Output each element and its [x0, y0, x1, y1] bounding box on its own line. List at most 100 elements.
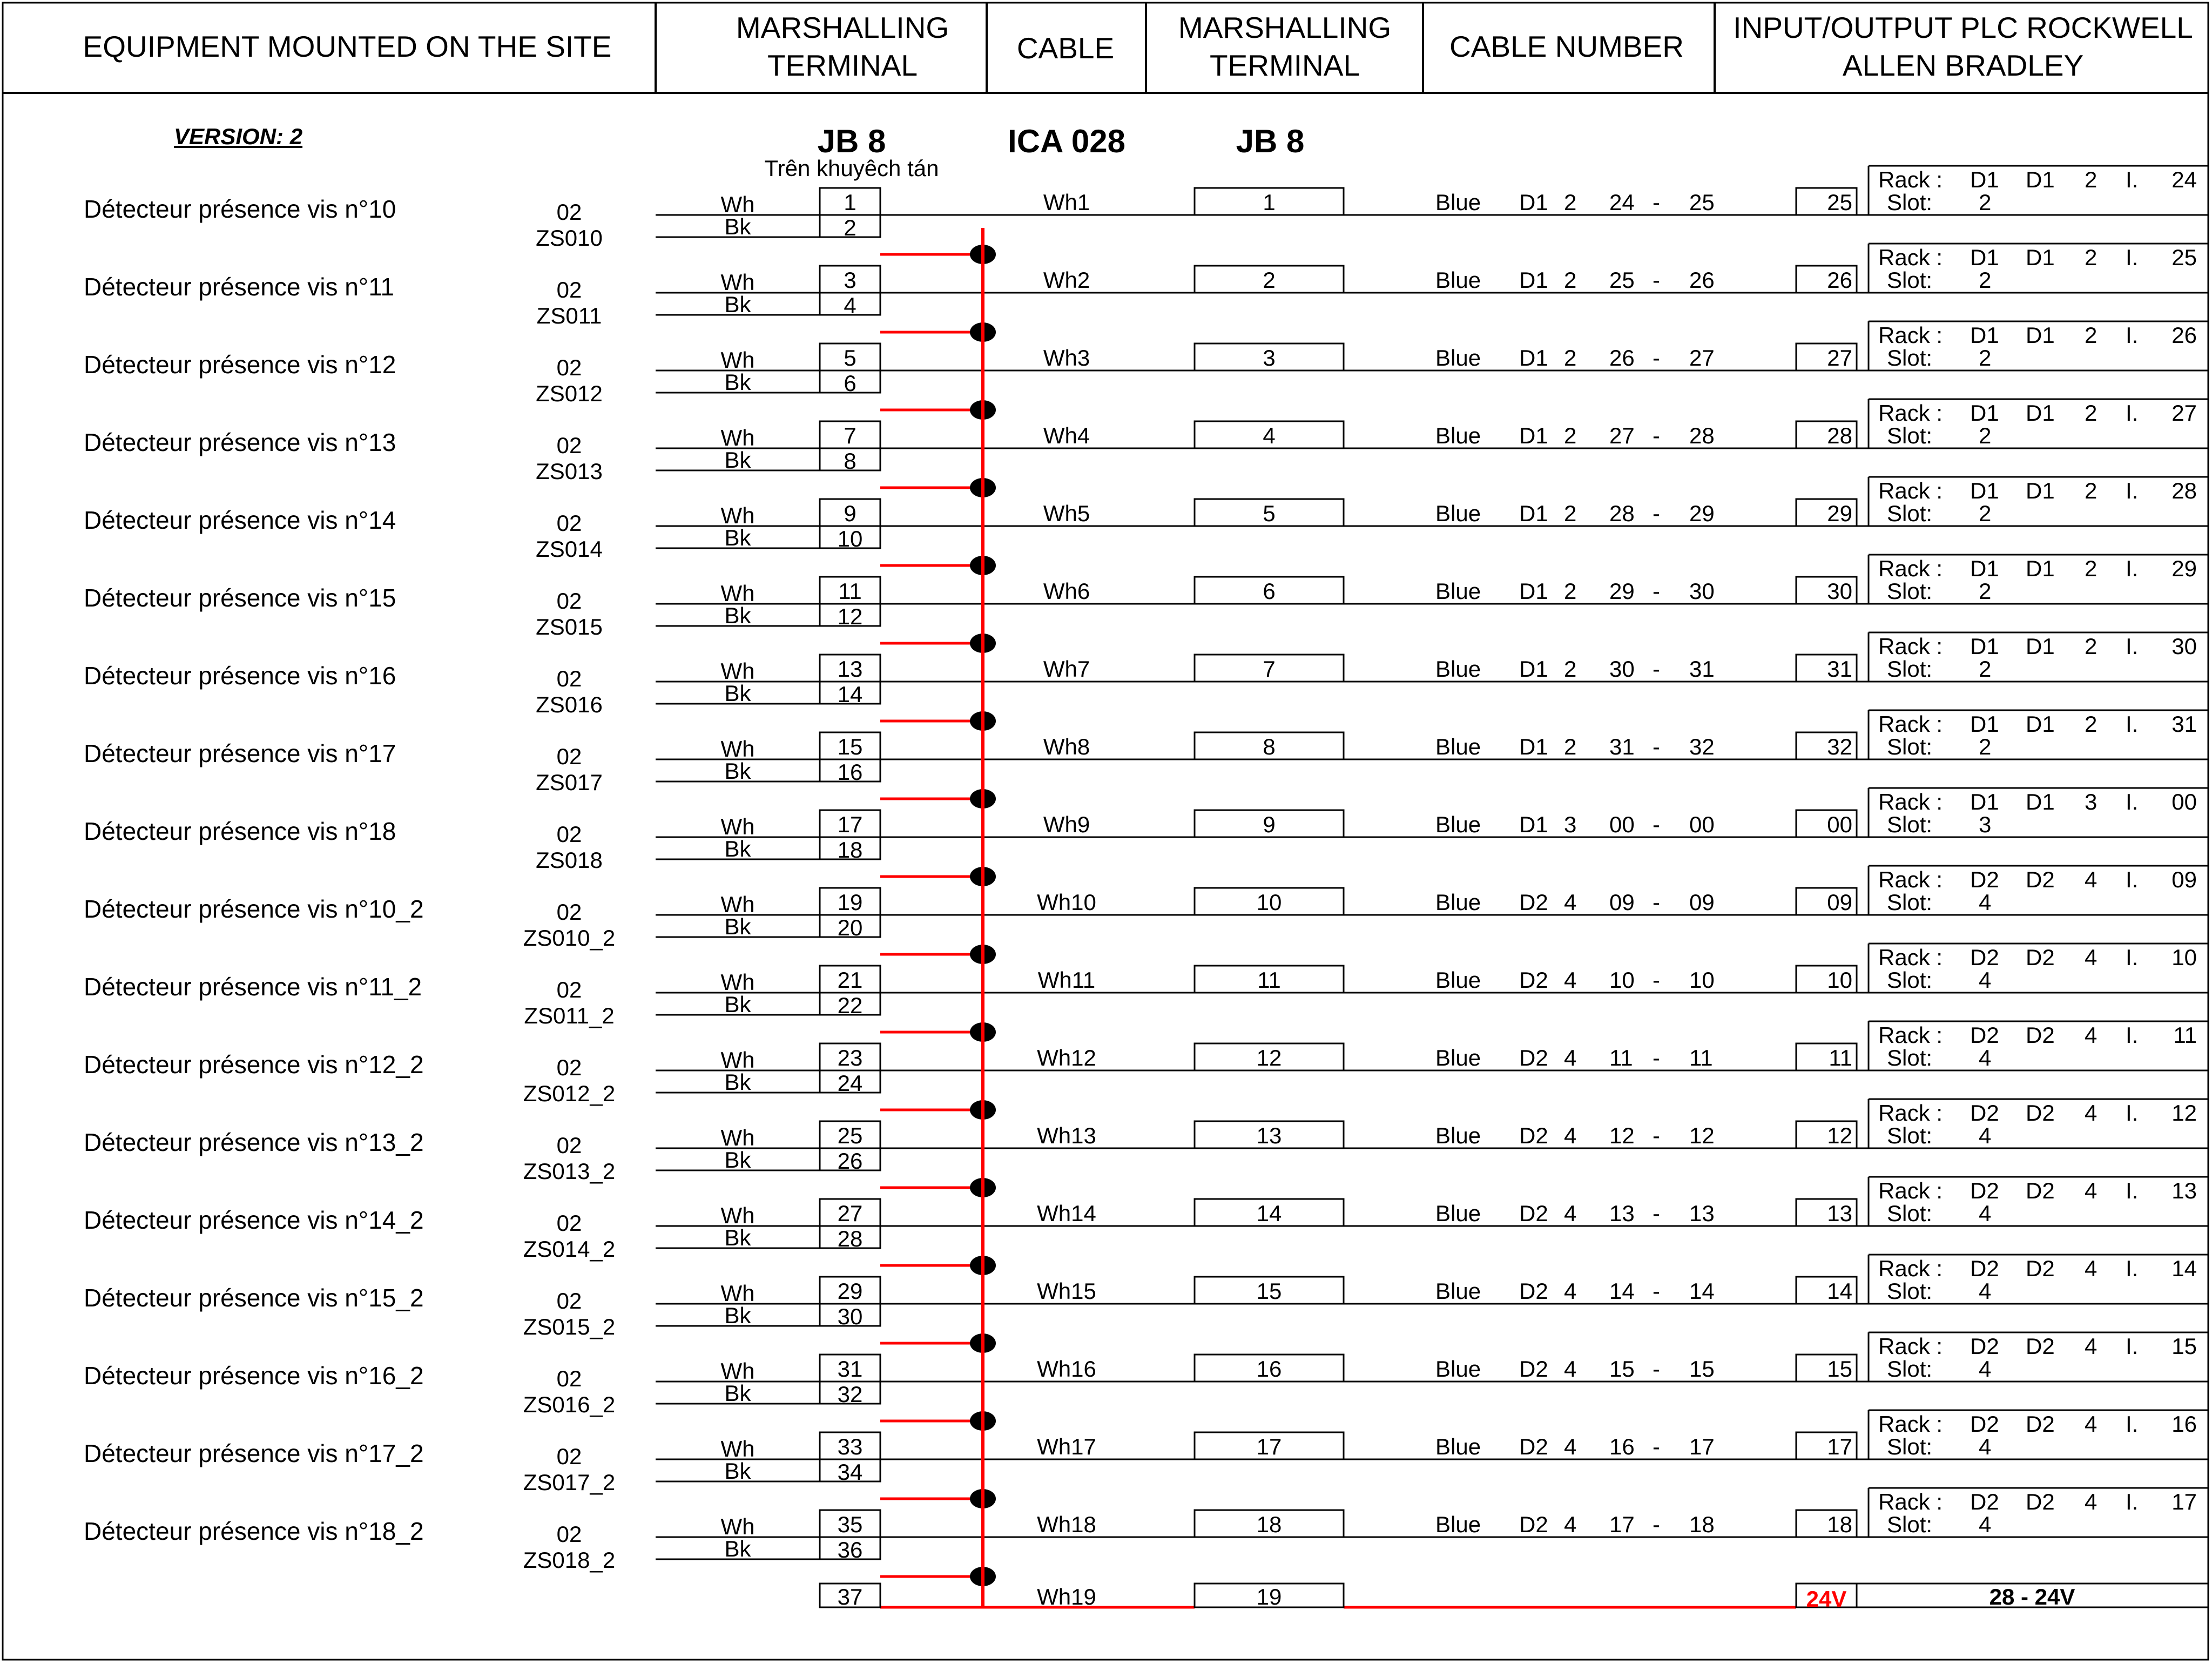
cable-number-part: D2: [1519, 1201, 1548, 1226]
rack-label-part: I.: [2126, 634, 2139, 659]
equipment-description: Détecteur présence vis n°15: [84, 584, 396, 612]
wire-label-white: Wh: [720, 969, 755, 995]
rack-label-part: D1: [2026, 556, 2055, 581]
cable-number-part: 17: [1609, 1512, 1635, 1537]
slot-label: Slot:: [1887, 190, 1933, 215]
slot-label: Slot:: [1887, 423, 1933, 448]
equipment-description: Détecteur présence vis n°17_2: [84, 1439, 424, 1467]
cable-number-part: 14: [1689, 1278, 1715, 1304]
cable-core-label: Wh4: [1043, 423, 1090, 448]
plc-io-number: 28: [1827, 423, 1852, 448]
slot-label: Slot:: [1887, 734, 1933, 759]
terminal-number: 17: [837, 812, 863, 837]
wire-label-white: Wh: [720, 192, 755, 217]
header-marshalling-terminal-1: MARSHALLING TERMINAL: [736, 9, 949, 84]
terminal-number: 5: [844, 345, 857, 370]
cable-core-label: Wh5: [1043, 501, 1090, 526]
cable-number-part: -: [1653, 1201, 1660, 1226]
cable-number-part: 26: [1689, 267, 1715, 293]
cable-number-part: 2: [1564, 423, 1577, 448]
cable-number-part: 4: [1564, 1278, 1577, 1304]
rack-label-part: D1: [1970, 634, 1999, 659]
terminal-number: 2: [844, 215, 857, 240]
cable-number-part: 25: [1609, 267, 1635, 293]
rack-label-part: I.: [2126, 1489, 2139, 1514]
cable-number-part: D2: [1519, 1278, 1548, 1304]
plc-io-number: 25: [1827, 190, 1852, 215]
terminal-number: 15: [837, 734, 863, 759]
equipment-tag-prefix: 02: [556, 1210, 582, 1236]
terminal-box-black: [819, 836, 881, 860]
equipment-description: Détecteur présence vis n°15_2: [84, 1284, 424, 1312]
cable-number-part: D1: [1519, 578, 1548, 604]
cable-number-part: Blue: [1435, 1278, 1481, 1304]
terminal-number: 1: [844, 190, 857, 215]
equipment-tag: ZS010_2: [523, 925, 616, 951]
wire-label-black: Bk: [724, 681, 751, 706]
jb-terminal-box: [1193, 1042, 1345, 1072]
rack-label-part: 09: [2171, 867, 2197, 892]
jb-terminal-number: 13: [1256, 1123, 1282, 1148]
header-marshalling-terminal-2: MARSHALLING TERMINAL: [1178, 9, 1391, 84]
rack-label-part: I.: [2126, 322, 2139, 348]
terminal-box-black: [819, 758, 881, 783]
cable-number-part: -: [1653, 734, 1660, 759]
equipment-tag: ZS017: [536, 770, 603, 795]
slot-label: Slot:: [1887, 890, 1933, 915]
cable-number-part: -: [1653, 812, 1660, 837]
slot-value: 4: [1979, 1123, 1992, 1148]
wire-label-black: Bk: [724, 1458, 751, 1484]
equipment-description: Détecteur présence vis n°10: [84, 195, 396, 223]
wire-label-black: Bk: [724, 1225, 751, 1250]
cable-number-part: 27: [1609, 423, 1635, 448]
cable-number-part: Blue: [1435, 890, 1481, 915]
rack-label-part: D1: [2026, 400, 2055, 426]
plc-io-number: 14: [1827, 1278, 1852, 1304]
plc-io-box: [1795, 498, 1858, 527]
jb-terminal-box: [1193, 342, 1345, 372]
cable-number-part: 31: [1609, 734, 1635, 759]
rack-label-part: 26: [2171, 322, 2197, 348]
jb-terminal-number: 11: [1257, 967, 1281, 993]
wire-label-white: Wh: [720, 1047, 755, 1073]
equipment-description: Détecteur présence vis n°12_2: [84, 1050, 424, 1079]
slot-label: Slot:: [1887, 1045, 1933, 1070]
rack-label-part: 2: [2085, 478, 2098, 503]
cable-number-part: Blue: [1435, 1356, 1481, 1382]
cable-number-part: 4: [1564, 1123, 1577, 1148]
header-plc-line-2: ALLEN BRADLEY: [1842, 49, 2084, 82]
rack-label-part: 15: [2171, 1333, 2197, 1359]
cable-number-part: Blue: [1435, 190, 1481, 215]
cable-core-label: Wh2: [1043, 267, 1090, 293]
jb-terminal-box: [1193, 1120, 1345, 1149]
cable-number-part: -: [1653, 890, 1660, 915]
slot-value: 4: [1979, 1201, 1992, 1226]
cable-core-label: Wh11: [1037, 967, 1096, 993]
rack-label-part: 4: [2085, 1333, 2098, 1359]
cable-number-part: 29: [1609, 578, 1635, 604]
rack-label-part: D2: [2026, 1178, 2055, 1203]
cable-number-part: 11: [1689, 1045, 1713, 1070]
jb-terminal-box: [1193, 265, 1345, 294]
rack-label-part: 4: [2085, 1256, 2098, 1281]
cable-number-part: D1: [1519, 501, 1548, 526]
equipment-tag-prefix: 02: [556, 433, 582, 458]
cable-number-part: 24: [1609, 190, 1635, 215]
terminal-box-black: [819, 292, 881, 316]
wire-label-white: Wh: [720, 814, 755, 839]
terminal-box-black: [819, 914, 881, 938]
jb-terminal-number: 2: [1263, 267, 1276, 293]
wire-label-black: Bk: [724, 1147, 751, 1173]
jb-terminal-number: 17: [1256, 1434, 1282, 1459]
plc-io-box: [1795, 887, 1858, 916]
supply-24v-description: 28 - 24V: [1989, 1584, 2075, 1609]
slot-value: 4: [1979, 890, 1992, 915]
rack-label-part: D1: [2026, 322, 2055, 348]
rack-label-part: I.: [2126, 167, 2139, 192]
rack-label-part: D2: [1970, 1022, 1999, 1048]
equipment-tag-prefix: 02: [556, 821, 582, 847]
cable-number-part: -: [1653, 501, 1660, 526]
header-marshalling-2-line-2: TERMINAL: [1209, 49, 1360, 82]
cable-number-part: 2: [1564, 501, 1577, 526]
rack-label-part: D1: [1970, 400, 1999, 426]
